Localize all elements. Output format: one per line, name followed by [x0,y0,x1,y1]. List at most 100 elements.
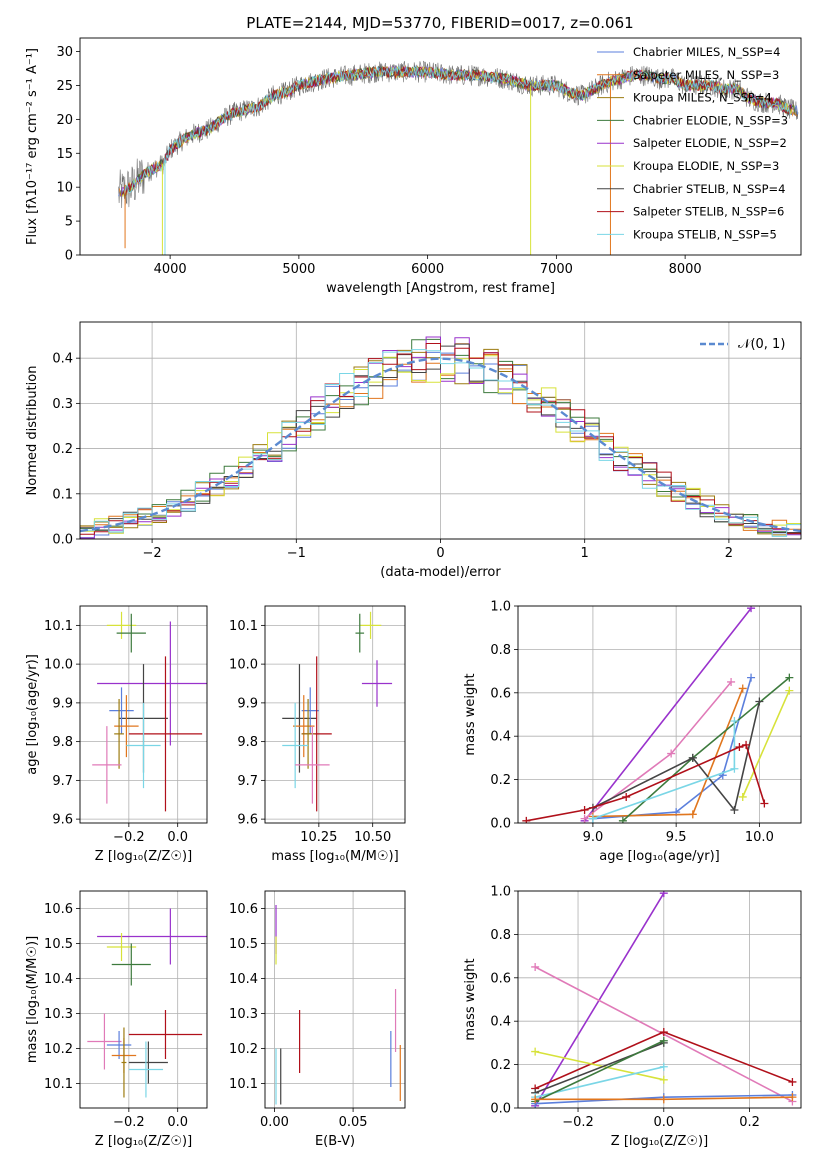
chart-spectrum: 4000 5000 6000 7000 8000 0 5 10 15 20 25 30 waveleng… [25,37,802,296]
weight-marker [588,814,597,823]
weight-line [583,607,752,822]
weight-marker [531,962,540,971]
y-tick-label: 10.2 [229,1042,258,1057]
weight-marker [788,1077,797,1086]
y-tick-label: 10.1 [44,1077,73,1092]
y-axis-label: Flux [fλ10⁻¹⁷ erg cm⁻² s⁻¹ A⁻¹] [25,48,40,245]
weight-marker [730,805,739,814]
data-point [295,726,330,804]
plot-area-spectrum [118,60,799,255]
plot-area-weight_vs_age [522,606,794,823]
y-tick-label: 9.7 [237,774,258,789]
y-tick-label: 0.2 [52,442,73,457]
weight-marker [659,1062,668,1071]
y-tick-label: 0.4 [52,352,73,367]
data-point [106,1031,132,1059]
x-axis-label: age [log₁₀(age/yr)] [599,849,720,864]
x-tick-label: 0.2 [739,1115,760,1130]
axes-frame-weight_vs_age [517,605,802,824]
weight-marker [738,684,747,693]
weight-marker [659,891,668,898]
y-axis-label: mass weight [463,958,478,1040]
x-tick-label: 10.0 [745,830,774,845]
grid-mass_vs_EBV [265,891,405,1108]
weight-marker [531,1095,540,1104]
chart-age_vs_Z: −0.2 0.0 9.6 9.7 9.8 9.9 10.0 10.1 Z [log₁₀(Z/Z☉… [25,605,208,864]
weight-marker [788,1093,797,1102]
y-tick-label: 20 [56,113,73,128]
y-tick-label: 10.0 [229,658,258,673]
weight-line [534,892,665,1107]
weight-marker [747,673,756,682]
weight-marker [727,677,736,686]
y-tick-label: 10.6 [44,902,73,917]
chart-age_vs_mass: 10.25 10.50 9.6 9.7 9.8 9.9 10.0 10.1 mass [log₁… [229,605,406,864]
x-tick-label: 0.0 [653,1115,674,1130]
plot-area-residuals [80,336,801,539]
y-tick-label: 0 [65,249,73,264]
axes-frame-age_vs_mass [264,605,406,824]
data-point [293,695,315,758]
weight-series [588,684,747,821]
weight-marker [622,792,631,801]
y-tick-label: 0.0 [52,533,73,548]
y-axis-label: Normed distribution [25,366,40,496]
y-tick-label: 15 [56,147,73,162]
x-tick-label: 5000 [282,262,315,277]
plot-area-mass_vs_Z [87,908,207,1098]
x-tick-label: −0.2 [562,1115,594,1130]
y-tick-label: 0.0 [490,1102,511,1117]
x-axis-label: Z [log₁₀(Z/Z☉)] [611,1134,708,1149]
axes-frame-spectrum [79,37,802,256]
y-tick-label: 0.6 [490,971,511,986]
legend-label: Chabrier STELIB, N_SSP=4 [633,182,785,196]
legend-label: Kroupa ELODIE, N_SSP=3 [633,159,779,173]
weight-series [588,717,739,823]
y-tick-label: 10.6 [229,902,258,917]
data-point [128,656,203,812]
weight-line [741,690,791,798]
x-tick-label: 4000 [154,262,187,277]
y-tick-label: 10.1 [229,1077,258,1092]
x-tick-label: 0 [436,546,444,561]
y-tick-label: 0.0 [490,817,511,832]
weight-marker [659,1095,668,1104]
weight-line [592,721,736,820]
y-tick-label: 30 [56,45,73,60]
data-point [111,943,151,986]
weight-marker [688,810,697,819]
y-axis-label: age [log₁₀(age/yr)] [25,654,40,775]
y-tick-label: 10.1 [229,619,258,634]
chart-mass_vs_EBV: 0.00 0.05 10.1 10.2 10.3 10.4 10.5 10.6 E(B-V) [229,890,406,1149]
axes-frame-weight_vs_Z [517,890,802,1109]
weight-series [531,1047,668,1084]
data-point [355,613,365,653]
grid-weight_vs_age [518,605,801,824]
weight-marker [755,697,764,706]
y-tick-label: 0.6 [490,686,511,701]
residual-histogram [80,355,801,534]
legend-label: Salpeter STELIB, N_SSP=6 [633,205,784,219]
data-point [114,695,139,758]
x-tick-label: 10.50 [354,830,391,845]
weight-marker [785,673,794,682]
residual-legend: 𝒩(0, 1) [700,337,785,352]
data-point [116,613,146,653]
x-tick-label: 0.05 [339,1115,368,1130]
data-point [126,702,161,789]
y-tick-label: 10.3 [229,1007,258,1022]
model-spectrum-line [123,65,791,195]
weight-line [526,743,766,822]
y-tick-label: 10.4 [44,972,73,987]
x-tick-label: 10.25 [300,830,337,845]
weight-series [738,686,794,801]
data-point [109,687,134,734]
weight-series [522,740,769,823]
data-point [87,1013,122,1070]
plot-area-mass_vs_EBV [275,905,401,1105]
spectrum-legend: Chabrier MILES, N_SSP=4 Salpeter MILES, N… [597,45,788,241]
axes-frame-age_vs_Z [79,605,208,824]
weight-marker [730,764,739,773]
y-tick-label: 1.0 [490,600,511,615]
chart-weight_vs_age: 9.0 9.5 10.0 0.0 0.2 0.4 0.6 0.8 1.0 age [log₁₀(a… [463,600,802,864]
